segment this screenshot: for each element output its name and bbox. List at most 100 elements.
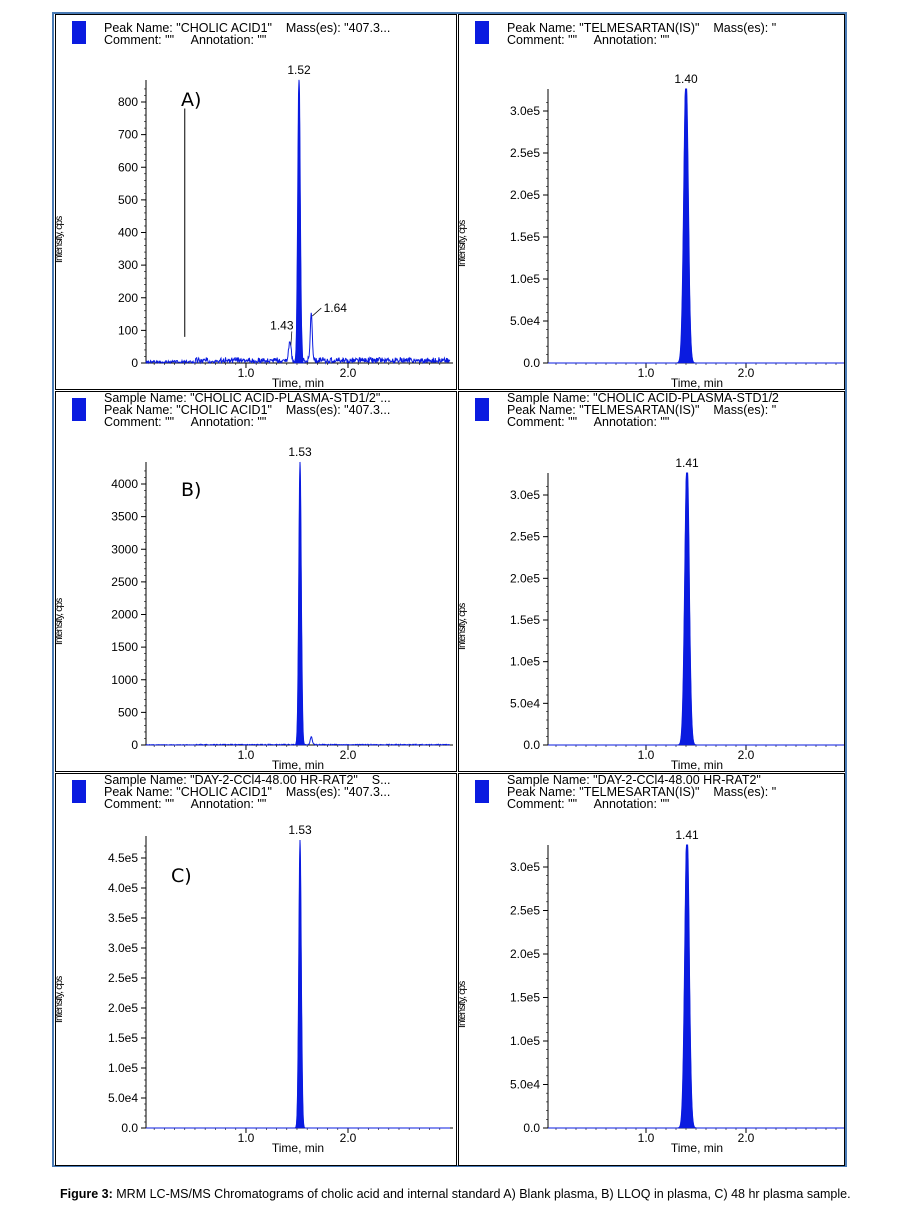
chromatogram-panel: Sample Name: "CHOLIC ACID-PLASMA-STD1/2"… (55, 391, 457, 772)
x-axis-label: Time, min (272, 758, 324, 772)
chromatogram-panel: Peak Name: "TELMESARTAN(IS)" Mass(es): "… (458, 14, 845, 390)
y-tick-label: 200 (118, 291, 138, 305)
y-tick-label: 1000 (111, 673, 138, 687)
x-tick-label: 2.0 (738, 748, 755, 762)
trace-color-swatch (475, 21, 489, 44)
y-tick-label: 4.5e5 (108, 851, 138, 865)
panel-tag: B) (181, 479, 202, 501)
main-peak-fill (676, 88, 696, 364)
y-tick-label: 1.0e5 (510, 1034, 540, 1048)
chromatogram-plot: 0 500 1000 1500 2000 2500 3000 3500 4000 1.0 2.0 Ti… (111, 445, 453, 772)
figure-caption: Figure 3: MRM LC-MS/MS Chromatograms of … (60, 1187, 851, 1201)
header-line: Peak Name: "TELMESARTAN(IS)" Mass(es): " (507, 403, 777, 417)
peak-label-leader (290, 331, 293, 346)
peak-label: 1.40 (674, 72, 698, 86)
y-tick-label: 2.0e5 (510, 571, 540, 585)
y-tick-label: 100 (118, 323, 138, 337)
y-tick-label: 0.0 (523, 1121, 540, 1135)
header-line: Peak Name: "CHOLIC ACID1" Mass(es): "407… (104, 403, 391, 417)
x-axis-label: Time, min (671, 376, 723, 390)
trace-color-swatch (72, 780, 86, 803)
y-tick-label: 3.0e5 (510, 104, 540, 118)
x-tick-label: 1.0 (238, 366, 255, 380)
x-axis-label: Time, min (671, 758, 723, 772)
header-line: Comment: "" Annotation: "" (507, 415, 670, 429)
panel-tag: C) (171, 865, 192, 887)
x-tick-label: 2.0 (738, 1131, 755, 1145)
y-tick-label: 1.5e5 (510, 230, 540, 244)
chromatogram-trace (548, 472, 844, 746)
chromatogram-panel: Sample Name: "DAY-2-CCl4-48.00 HR-RAT2" … (55, 773, 457, 1166)
peak-label: 1.43 (270, 318, 294, 332)
y-tick-label: 400 (118, 226, 138, 240)
caption-label: Figure 3: (60, 1187, 113, 1201)
x-tick-label: 2.0 (340, 366, 357, 380)
y-tick-label: 1.5e5 (510, 613, 540, 627)
x-tick-label: 2.0 (340, 1131, 357, 1145)
y-tick-label: 1500 (111, 640, 138, 654)
y-tick-label: 700 (118, 128, 138, 142)
y-tick-label: 500 (118, 193, 138, 207)
y-tick-label: 1.0e5 (510, 655, 540, 669)
peak-label-leader (312, 307, 322, 317)
panel-header: Peak Name: "CHOLIC ACID1" Mass(es): "407… (104, 21, 391, 47)
x-axis-label: Time, min (272, 1141, 324, 1155)
peak-label: 1.41 (675, 456, 699, 470)
y-tick-label: 4.0e5 (108, 881, 138, 895)
y-tick-label: 2.5e5 (510, 904, 540, 918)
y-tick-label: 5.0e4 (510, 314, 540, 328)
y-tick-label: 3.5e5 (108, 911, 138, 925)
y-tick-label: 0 (131, 356, 138, 370)
y-tick-label: 2.0e5 (108, 1001, 138, 1015)
header-line: Sample Name: "DAY-2-CCl4-48.00 HR-RAT2" … (104, 773, 391, 787)
peak-label: 1.41 (675, 828, 699, 842)
header-line: Comment: "" Annotation: "" (104, 797, 267, 811)
y-tick-label: 4000 (111, 477, 138, 491)
header-line: Comment: "" Annotation: "" (104, 415, 267, 429)
peak-label: 1.53 (288, 445, 312, 459)
x-tick-label: 2.0 (738, 366, 755, 380)
x-tick-label: 2.0 (340, 748, 357, 762)
y-tick-label: 1.0e5 (108, 1061, 138, 1075)
y-tick-label: 2.0e5 (510, 947, 540, 961)
panel-header: Sample Name: "DAY-2-CCl4-48.00 HR-RAT2" … (104, 774, 391, 810)
y-tick-label: 0 (131, 738, 138, 752)
y-tick-label: 2000 (111, 608, 138, 622)
chromatogram-trace (548, 844, 844, 1129)
chromatogram-trace (548, 88, 844, 364)
x-tick-label: 1.0 (238, 1131, 255, 1145)
y-tick-label: 5.0e4 (510, 1078, 540, 1092)
chromatogram-plot: 0.0 5.0e4 1.0e5 1.5e5 2.0e5 2.5e5 3.0e5 1.0 2.0 T… (510, 456, 844, 772)
caption-text: MRM LC-MS/MS Chromatograms of cholic aci… (112, 1187, 851, 1201)
y-tick-label: 3500 (111, 510, 138, 524)
peak-label: 1.53 (288, 823, 312, 837)
main-peak-fill (677, 844, 697, 1129)
header-line: Peak Name: "CHOLIC ACID1" Mass(es): "407… (104, 785, 391, 799)
trace-color-swatch (72, 21, 86, 44)
y-tick-label: 2.5e5 (108, 971, 138, 985)
y-tick-label: 1.5e5 (510, 991, 540, 1005)
main-peak-fill (293, 79, 305, 364)
peak-label: 1.64 (324, 301, 348, 315)
chromatogram-panel: Sample Name: "DAY-2-CCl4-48.00 HR-RAT2" P… (458, 773, 845, 1166)
y-tick-label: 0.0 (121, 1121, 138, 1135)
x-axis-label: Time, min (671, 1141, 723, 1155)
y-tick-label: 3.0e5 (510, 488, 540, 502)
panel-header: Sample Name: "DAY-2-CCl4-48.00 HR-RAT2" P… (507, 774, 776, 810)
y-tick-label: 300 (118, 258, 138, 272)
trace-color-swatch (475, 398, 489, 421)
header-line: Peak Name: "CHOLIC ACID1" Mass(es): "407… (104, 21, 391, 35)
trace-color-swatch (475, 780, 489, 803)
y-tick-label: 0.0 (523, 356, 540, 370)
main-peak-fill (294, 461, 306, 746)
header-line: Comment: "" Annotation: "" (507, 797, 670, 811)
chromatogram-panel: Sample Name: "CHOLIC ACID-PLASMA-STD1/2 P… (458, 391, 845, 772)
panel-tag: A) (181, 89, 202, 111)
trace-color-swatch (72, 398, 86, 421)
x-tick-label: 1.0 (638, 748, 655, 762)
y-tick-label: 2.0e5 (510, 188, 540, 202)
panel-header: Sample Name: "CHOLIC ACID-PLASMA-STD1/2 P… (507, 392, 779, 428)
peak-label: 1.52 (287, 63, 311, 77)
main-peak-fill (294, 839, 306, 1129)
panel-header: Peak Name: "TELMESARTAN(IS)" Mass(es): "… (507, 22, 776, 47)
